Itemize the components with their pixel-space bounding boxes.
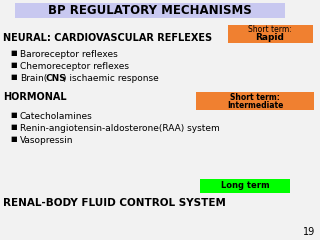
Text: Catecholamines: Catecholamines [20, 112, 93, 121]
Text: Brain(: Brain( [20, 74, 47, 83]
Text: 19: 19 [303, 227, 315, 237]
Text: Vasopressin: Vasopressin [20, 136, 74, 145]
Text: NEURAL: CARDIOVASCULAR REFLEXES: NEURAL: CARDIOVASCULAR REFLEXES [3, 33, 212, 43]
Text: Baroreceptor reflexes: Baroreceptor reflexes [20, 50, 118, 59]
Text: Long term: Long term [221, 181, 269, 191]
Text: Renin-angiotensin-aldosterone(RAA) system: Renin-angiotensin-aldosterone(RAA) syste… [20, 124, 220, 133]
FancyBboxPatch shape [200, 179, 290, 193]
Text: Intermediate: Intermediate [227, 101, 283, 109]
Text: ■: ■ [10, 62, 17, 68]
Text: ■: ■ [10, 136, 17, 142]
Text: ) ischaemic response: ) ischaemic response [63, 74, 159, 83]
Text: CNS: CNS [46, 74, 67, 83]
Text: Short term:: Short term: [248, 25, 292, 35]
Text: Chemoreceptor reflexes: Chemoreceptor reflexes [20, 62, 129, 71]
FancyBboxPatch shape [15, 3, 285, 18]
Text: ■: ■ [10, 112, 17, 118]
Text: ■: ■ [10, 124, 17, 130]
Text: HORMONAL: HORMONAL [3, 92, 67, 102]
Text: Rapid: Rapid [256, 34, 284, 42]
Text: ■: ■ [10, 74, 17, 80]
Text: RENAL-BODY FLUID CONTROL SYSTEM: RENAL-BODY FLUID CONTROL SYSTEM [3, 198, 226, 208]
Text: ■: ■ [10, 50, 17, 56]
Text: Short term:: Short term: [230, 92, 280, 102]
FancyBboxPatch shape [196, 92, 314, 110]
FancyBboxPatch shape [228, 25, 313, 43]
Text: BP REGULATORY MECHANISMS: BP REGULATORY MECHANISMS [48, 4, 252, 17]
